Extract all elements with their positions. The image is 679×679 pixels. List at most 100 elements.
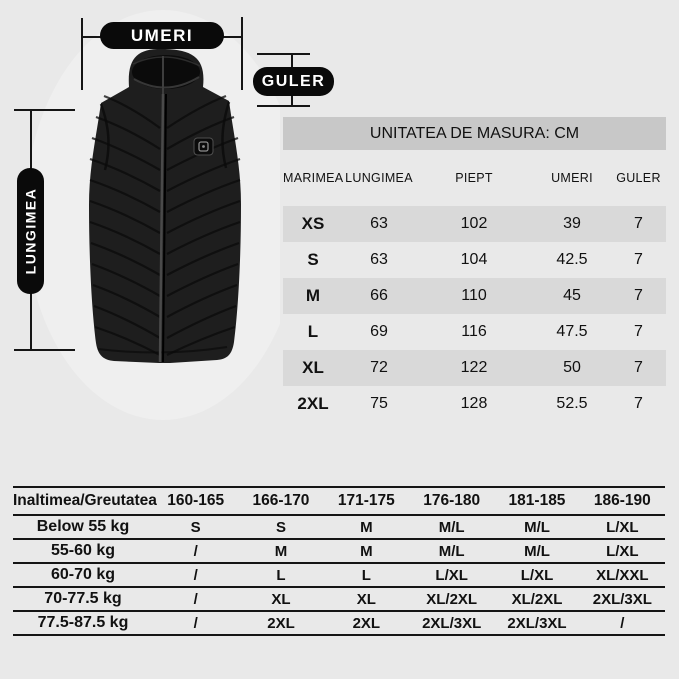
fit-header-col6: 186-190 — [593, 492, 651, 509]
fit-cell-value: / — [193, 566, 198, 584]
collar-rim — [133, 76, 200, 89]
fit-cell-value: L/XL — [520, 566, 554, 584]
size-cell-value: 7 — [634, 287, 643, 304]
fit-cell-value: / — [620, 614, 625, 632]
fit-cell-value: / — [193, 614, 198, 632]
size-table-header: MARIMEA LUNGIMEA PIEPT UMERI GULER — [283, 150, 666, 206]
size-cell-value: 7 — [634, 359, 643, 376]
fit-cell-value: M — [360, 542, 373, 560]
size-cell-value: 63 — [370, 251, 388, 268]
heat-control-button — [193, 137, 214, 156]
fit-row: 60-70 kg / L L L/XL L/XL XL/XXL — [13, 564, 665, 588]
size-cell-value: 63 — [370, 215, 388, 232]
fit-row: Below 55 kg S S M M/L M/L L/XL — [13, 516, 665, 540]
size-cell-label: XS — [301, 214, 325, 233]
size-cell-value: 7 — [634, 251, 643, 268]
fit-cell-value: L/XL — [435, 566, 468, 584]
quilting-left — [89, 94, 161, 356]
umeri-right-tick — [241, 17, 243, 90]
size-cell-value: 116 — [461, 323, 487, 340]
fit-cell-value: XL/2XL — [426, 590, 478, 608]
size-row-XS: XS 63 102 39 7 — [283, 206, 666, 242]
size-cell-label: S — [307, 250, 319, 269]
collar-top-seam — [132, 56, 201, 67]
lungimea-top-tick — [14, 109, 75, 111]
fit-header-col4: 176-180 — [423, 492, 481, 509]
fit-cell-value: L — [361, 566, 371, 584]
size-cell-value: 52.5 — [556, 395, 588, 412]
fit-row: 77.5-87.5 kg / 2XL 2XL 2XL/3XL 2XL/3XL / — [13, 612, 665, 636]
column-header-lungimea: LUNGIMEA — [345, 171, 413, 185]
fit-header-label: Inaltimea/Greutatea — [13, 492, 157, 509]
size-cell-label: 2XL — [297, 394, 329, 413]
fit-cell-value: M/L — [438, 518, 465, 536]
size-cell-value: 47.5 — [556, 323, 588, 340]
fit-cell-value: 2XL — [352, 614, 381, 632]
umeri-label: UMERI — [100, 22, 224, 49]
fit-cell-value: XL — [356, 590, 376, 608]
fit-cell-value: / — [193, 590, 198, 608]
armhole-seams — [99, 101, 231, 171]
fit-cell-value: M — [274, 542, 288, 560]
column-header-marimea: MARIMEA — [283, 171, 344, 185]
fit-cell-value: 2XL — [267, 614, 295, 632]
guler-bottom-tick — [257, 105, 310, 107]
size-cell-label: L — [307, 322, 319, 341]
fit-cell-value: S — [190, 518, 201, 536]
size-cell-value: 69 — [370, 323, 388, 340]
fit-row: 55-60 kg / M M M/L M/L L/XL — [13, 540, 665, 564]
size-table: UNITATEA DE MASURA: CM MARIMEA LUNGIMEA … — [283, 117, 666, 422]
size-cell-value: 39 — [563, 215, 581, 232]
size-cell-value: 66 — [370, 287, 388, 304]
size-cell-label: XL — [302, 358, 324, 377]
size-cell-value: 7 — [634, 215, 643, 232]
fit-header-col2: 166-170 — [252, 492, 310, 509]
fit-cell-value: M — [360, 518, 373, 536]
umeri-label-text: UMERI — [130, 25, 194, 45]
fit-cell-value: L/XL — [606, 518, 639, 536]
fit-cell-value: XL — [271, 590, 291, 608]
size-cell-value: 102 — [460, 215, 488, 232]
collar-opening — [132, 55, 200, 89]
size-cell-value: 45 — [563, 287, 581, 304]
vest-photo — [25, 10, 280, 420]
guler-label: GULER — [253, 67, 334, 96]
column-header-guler: GULER — [616, 171, 661, 185]
fit-row: 70-77.5 kg / XL XL XL/2XL XL/2XL 2XL/3XL — [13, 588, 665, 612]
fit-cell-value: M/L — [438, 542, 465, 560]
column-header-piept: PIEPT — [455, 171, 493, 185]
fit-header-col3: 171-175 — [337, 492, 395, 509]
fit-cell-value: XL/2XL — [511, 590, 563, 608]
umeri-left-tick — [81, 18, 83, 90]
size-cell-label: M — [305, 286, 321, 305]
fit-cell-label: 70-77.5 kg — [44, 590, 122, 607]
size-cell-value: 50 — [563, 359, 581, 376]
size-cell-value: 7 — [634, 395, 643, 412]
size-cell-value: 128 — [460, 395, 488, 412]
fit-cell-value: 2XL/3XL — [422, 614, 482, 632]
fit-header-col1: 160-165 — [167, 492, 225, 509]
lungimea-label-text: LUNGIMEA — [22, 187, 39, 275]
size-table-body: XS 63 102 39 7 S 63 104 42.5 7 M 66 110 45 7 L 69 116 47.5… — [283, 206, 666, 422]
zipper — [158, 56, 167, 363]
lungimea-bottom-tick — [14, 349, 75, 351]
size-row-XL: XL 72 122 50 7 — [283, 350, 666, 386]
fit-cell-value: M/L — [524, 542, 550, 560]
guler-top-tick — [257, 53, 310, 55]
size-row-M: M 66 110 45 7 — [283, 278, 666, 314]
fit-cell-label: 55-60 kg — [50, 542, 116, 559]
fit-cell-value: L/XL — [606, 542, 639, 560]
fit-cell-value: XL/XXL — [596, 566, 649, 584]
fit-cell-label: Below 55 kg — [36, 518, 130, 535]
quilting-right — [166, 94, 241, 356]
fit-table-body: Below 55 kg S S M M/L M/L L/XL 55-60 kg / M M M/L M/… — [13, 516, 665, 636]
column-header-umeri: UMERI — [551, 171, 593, 185]
fit-cell-value: 2XL/3XL — [507, 614, 567, 632]
size-cell-value: 110 — [461, 287, 487, 304]
fit-cell-label: 60-70 kg — [50, 566, 116, 583]
size-row-2XL: 2XL 75 128 52.5 7 — [283, 386, 666, 422]
guler-label-text: GULER — [261, 72, 326, 90]
fit-header-col5: 181-185 — [508, 492, 566, 509]
size-cell-value: 75 — [370, 395, 388, 412]
